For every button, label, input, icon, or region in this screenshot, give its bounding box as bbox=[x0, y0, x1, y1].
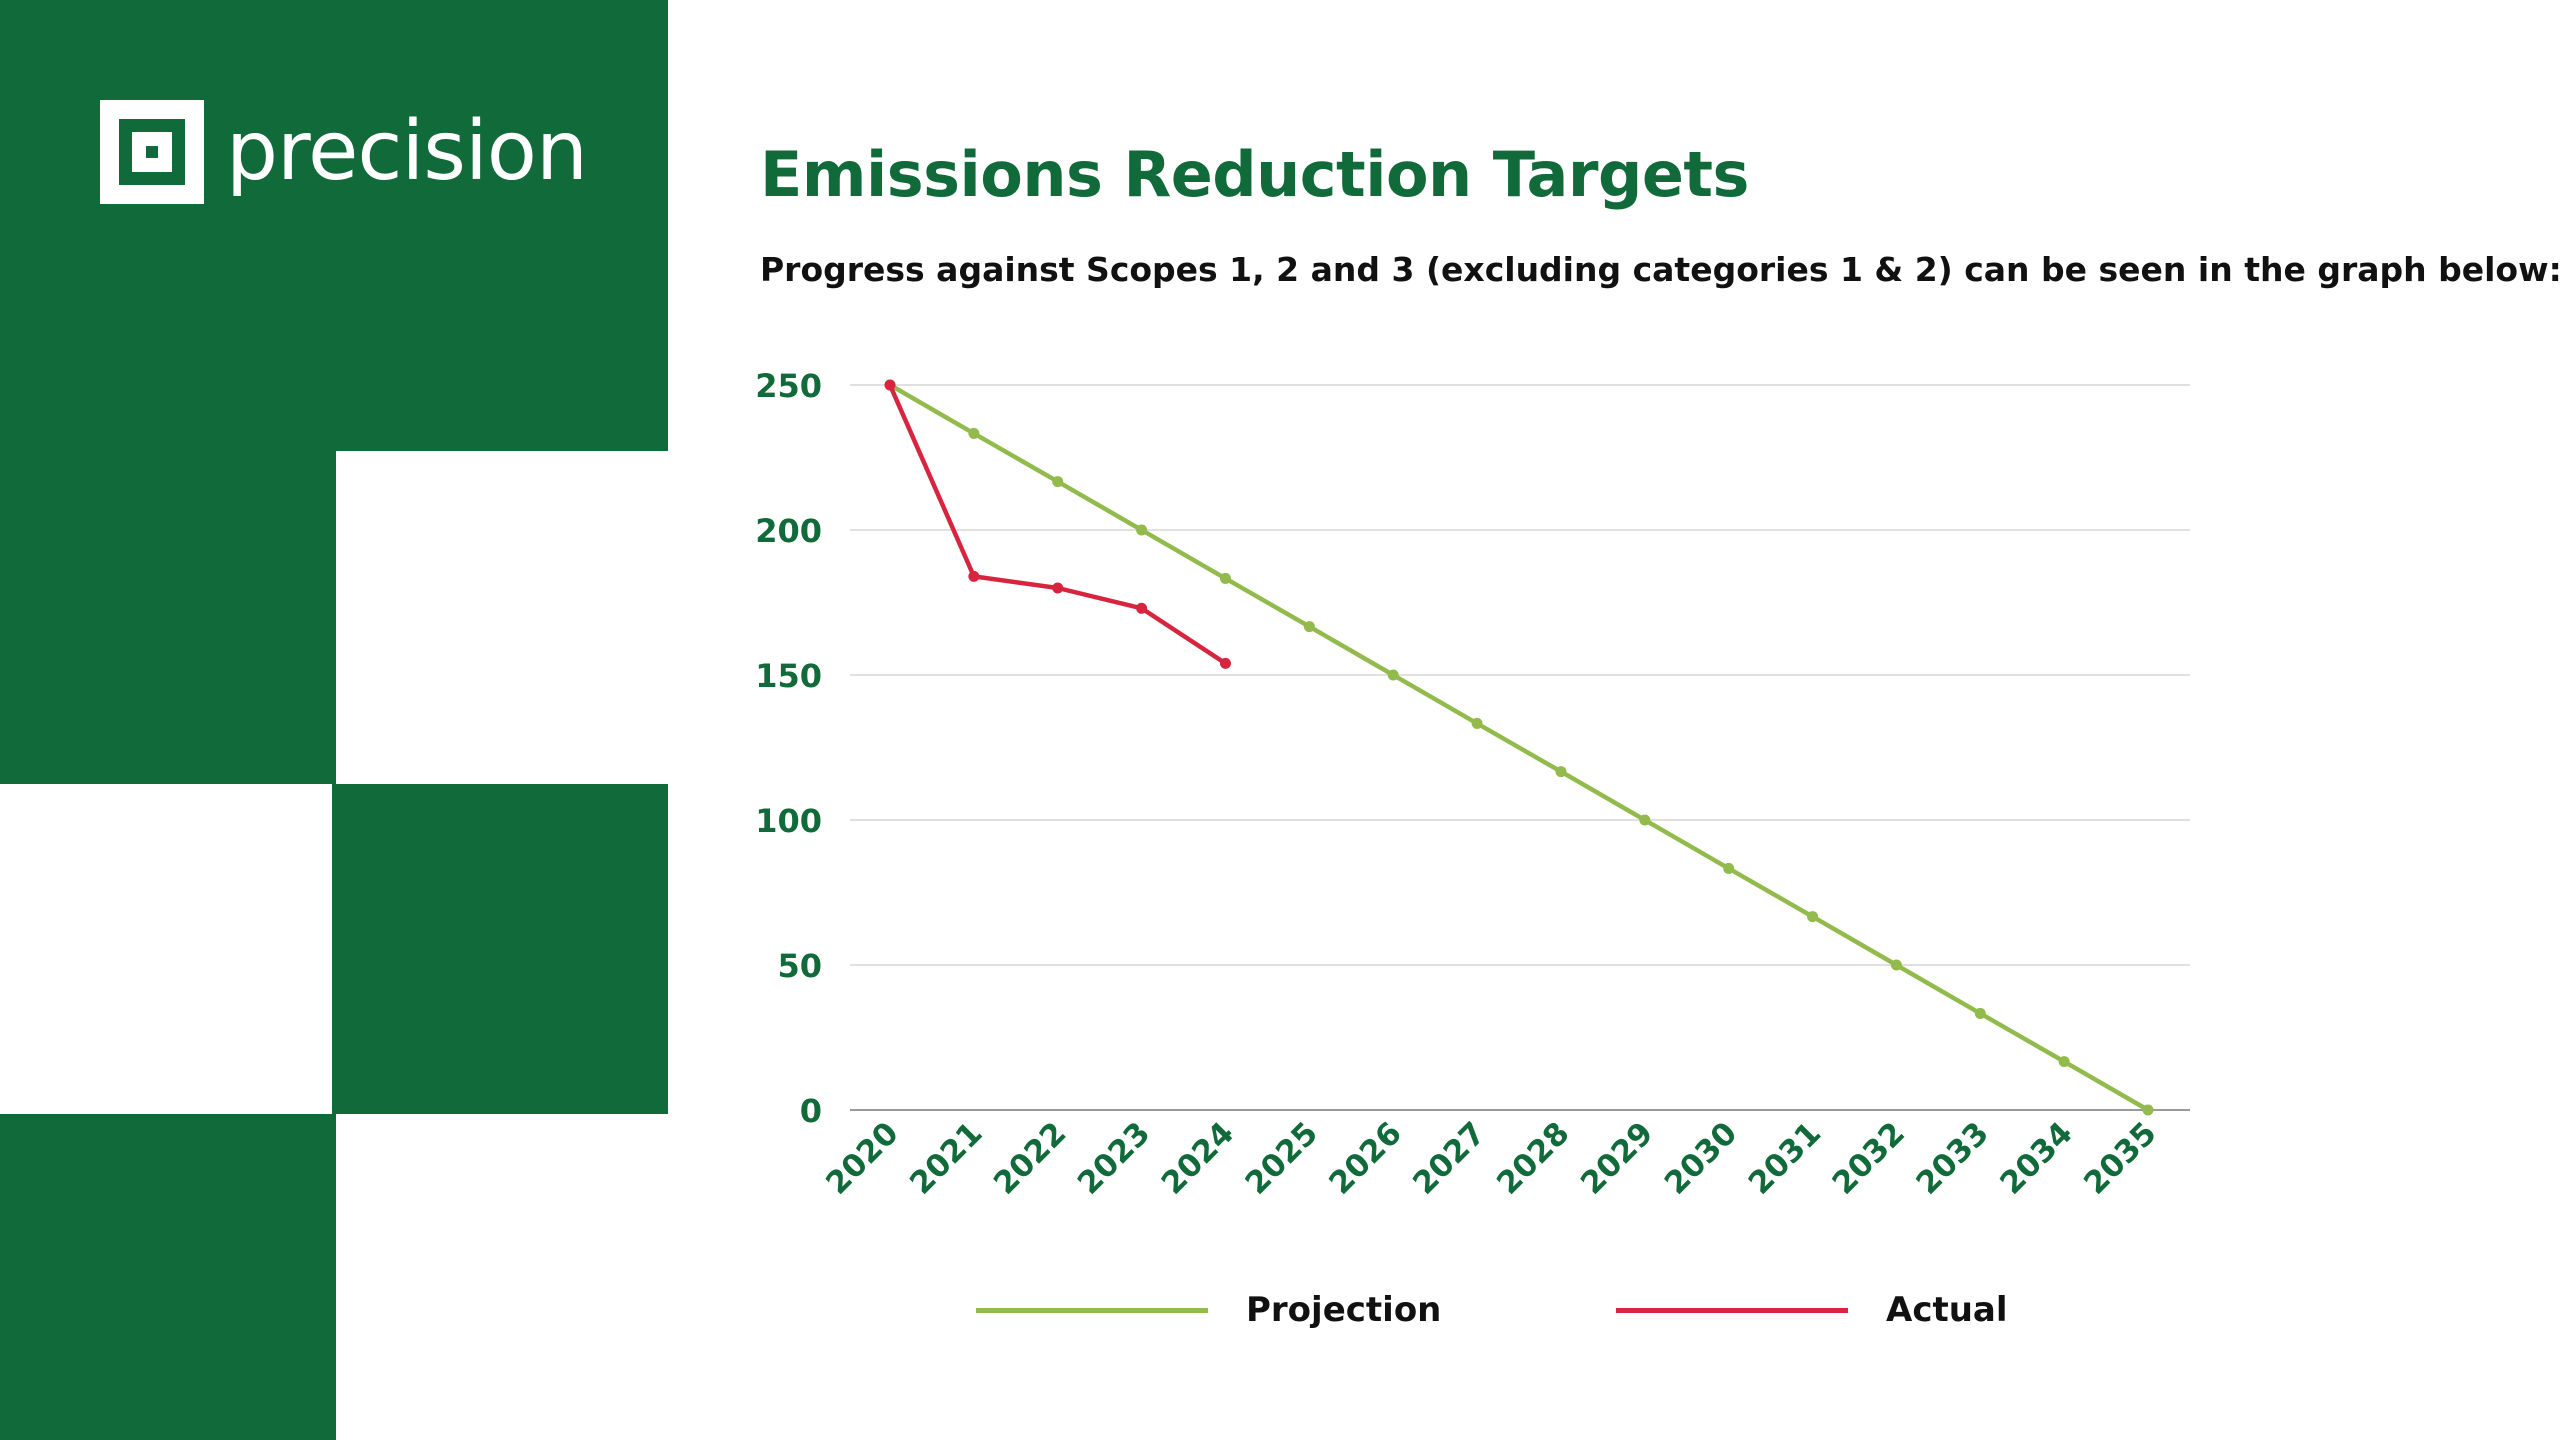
legend-swatch-projection bbox=[976, 1307, 1208, 1313]
precision-logo-icon bbox=[100, 100, 204, 204]
data-point-projection bbox=[968, 427, 980, 439]
chart-series bbox=[884, 379, 2154, 1116]
data-point-projection bbox=[1890, 959, 1902, 971]
data-point-actual bbox=[1136, 602, 1148, 614]
decor-block-bottom bbox=[0, 1114, 336, 1440]
data-point-projection bbox=[1387, 669, 1399, 681]
x-tick-label: 2020 bbox=[819, 1115, 905, 1201]
data-point-projection bbox=[2058, 1056, 2070, 1068]
x-tick-label: 2033 bbox=[1909, 1115, 1995, 1201]
x-tick-label: 2021 bbox=[903, 1115, 989, 1201]
x-tick-label: 2023 bbox=[1071, 1115, 1157, 1201]
x-axis-ticks: 2020202120222023202420252026202720282029… bbox=[819, 1115, 2163, 1201]
page-title: Emissions Reduction Targets bbox=[760, 138, 1749, 211]
data-point-actual bbox=[884, 379, 896, 391]
decor-block-top bbox=[0, 0, 668, 451]
x-tick-label: 2034 bbox=[1993, 1115, 2079, 1201]
y-tick-label: 150 bbox=[755, 657, 822, 695]
x-tick-label: 2026 bbox=[1322, 1115, 1408, 1201]
x-tick-label: 2030 bbox=[1658, 1115, 1744, 1201]
decor-block-right-mid bbox=[332, 784, 668, 1114]
x-tick-label: 2025 bbox=[1239, 1115, 1325, 1201]
legend-item-actual: Actual bbox=[1616, 1290, 2008, 1330]
data-point-actual bbox=[968, 570, 980, 582]
data-point-projection bbox=[2142, 1104, 2154, 1116]
x-tick-label: 2035 bbox=[2077, 1115, 2163, 1201]
legend-label-actual: Actual bbox=[1886, 1290, 2008, 1330]
brand-logo: precision bbox=[100, 100, 588, 204]
data-point-projection bbox=[1136, 524, 1148, 536]
legend-item-projection: Projection bbox=[976, 1290, 1441, 1330]
data-point-actual bbox=[1052, 582, 1064, 594]
data-point-projection bbox=[1639, 814, 1651, 826]
legend-label-projection: Projection bbox=[1246, 1290, 1442, 1330]
data-point-projection bbox=[1219, 572, 1231, 584]
x-tick-label: 2027 bbox=[1406, 1115, 1492, 1201]
y-tick-label: 200 bbox=[755, 512, 822, 550]
y-tick-label: 0 bbox=[800, 1092, 822, 1130]
x-tick-label: 2022 bbox=[987, 1115, 1073, 1201]
data-point-projection bbox=[1555, 766, 1567, 778]
data-point-projection bbox=[1974, 1007, 1986, 1019]
data-point-projection bbox=[1723, 862, 1735, 874]
y-tick-label: 250 bbox=[755, 367, 822, 405]
x-tick-label: 2032 bbox=[1826, 1115, 1912, 1201]
y-tick-label: 50 bbox=[777, 947, 822, 985]
x-tick-label: 2031 bbox=[1742, 1115, 1828, 1201]
x-tick-label: 2024 bbox=[1155, 1115, 1241, 1201]
data-point-actual bbox=[1219, 657, 1231, 669]
series-line-actual bbox=[887, 382, 1228, 666]
brand-name: precision bbox=[226, 104, 588, 199]
y-tick-label: 100 bbox=[755, 802, 822, 840]
x-tick-label: 2029 bbox=[1574, 1115, 1660, 1201]
x-tick-label: 2028 bbox=[1490, 1115, 1576, 1201]
data-point-projection bbox=[1471, 717, 1483, 729]
legend-swatch-actual bbox=[1616, 1307, 1848, 1313]
decor-block-left-mid bbox=[0, 451, 336, 784]
data-point-projection bbox=[1303, 621, 1315, 633]
data-point-projection bbox=[1807, 911, 1819, 923]
series-line-projection bbox=[887, 382, 2151, 1113]
data-point-projection bbox=[1052, 476, 1064, 488]
y-axis-ticks: 0 50 100 150 200 250 bbox=[755, 367, 822, 1130]
page-subtitle: Progress against Scopes 1, 2 and 3 (excl… bbox=[760, 250, 2560, 289]
chart-gridlines bbox=[850, 384, 2190, 1111]
